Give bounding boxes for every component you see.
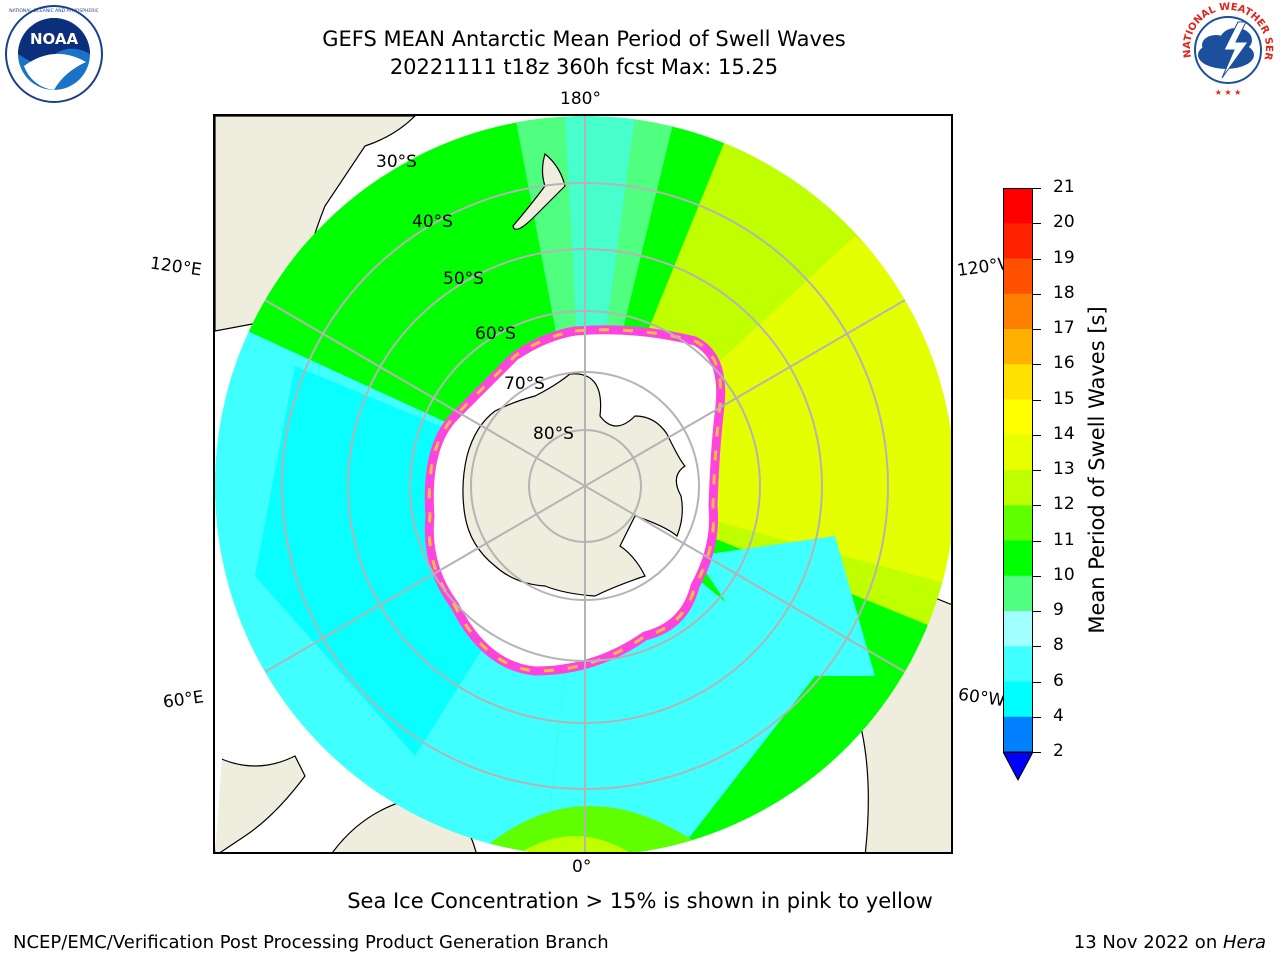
colorbar-bin <box>1003 540 1033 577</box>
colorbar-bin <box>1003 399 1033 436</box>
colorbar-tick-label: 6 <box>1053 670 1064 691</box>
colorbar-bin <box>1003 646 1033 682</box>
colorbar-tick-label: 4 <box>1053 705 1064 726</box>
lat-label-50s: 50°S <box>443 269 484 289</box>
colorbar-tick-label: 10 <box>1053 564 1075 585</box>
colorbar-tick-label: 14 <box>1053 423 1075 444</box>
colorbar-tick-mark <box>1033 575 1041 577</box>
colorbar-tick-label: 2 <box>1053 741 1064 761</box>
colorbar-tick-label: 16 <box>1053 353 1075 374</box>
colorbar-bin <box>1003 258 1033 295</box>
colorbar-tick-label: 9 <box>1053 600 1064 620</box>
colorbar-tick-mark <box>1033 364 1041 366</box>
colorbar-tick-label: 17 <box>1053 318 1075 338</box>
colorbar-bin <box>1003 611 1033 647</box>
colorbar-tick-label: 20 <box>1053 212 1075 233</box>
colorbar-tick-mark <box>1033 329 1041 330</box>
sea-ice-note: Sea Ice Concentration > 15% is shown in … <box>347 889 933 913</box>
colorbar-bin <box>1003 470 1033 506</box>
footer-date: 13 Nov 2022 on Hera <box>1074 932 1266 953</box>
colorbar-bin <box>1003 575 1033 612</box>
colorbar <box>1003 188 1033 782</box>
colorbar-tick-label: 13 <box>1053 459 1075 479</box>
map-canvas <box>215 116 951 852</box>
footer-machine: Hera <box>1222 932 1266 953</box>
colorbar-tick-mark <box>1033 258 1041 260</box>
footer-branch: NCEP/EMC/Verification Post Processing Pr… <box>13 932 609 953</box>
lon-label-120e: 120°E <box>148 253 203 281</box>
colorbar-tick-mark <box>1033 293 1041 295</box>
colorbar-bin <box>1003 434 1033 471</box>
noaa-logo: NOAA NATIONAL OCEANIC AND ATMOSPHERIC <box>5 5 103 103</box>
lat-label-70s: 70°S <box>504 374 545 394</box>
colorbar-bin <box>1003 364 1033 400</box>
colorbar-tick-mark <box>1033 716 1041 718</box>
colorbar-tick-mark <box>1033 505 1041 507</box>
colorbar-tick-mark <box>1033 470 1041 471</box>
colorbar-bin <box>1003 223 1033 259</box>
colorbar-tick-label: 15 <box>1053 388 1075 409</box>
colorbar-tick-mark <box>1033 611 1041 612</box>
polar-map <box>213 114 953 854</box>
colorbar-bin <box>1003 329 1033 365</box>
colorbar-bin <box>1003 505 1033 541</box>
colorbar-tick-mark <box>1033 646 1041 648</box>
map-title: GEFS MEAN Antarctic Mean Period of Swell… <box>322 27 846 51</box>
colorbar-tick-label: 12 <box>1053 494 1075 515</box>
colorbar-tick-mark <box>1033 434 1041 436</box>
lat-label-40s: 40°S <box>412 212 453 232</box>
footer-date-text: 13 Nov 2022 on <box>1073 932 1223 953</box>
lat-label-30s: 30°S <box>376 152 417 172</box>
colorbar-bin <box>1003 293 1033 330</box>
colorbar-tick-label: 8 <box>1053 635 1064 656</box>
colorbar-tick-mark <box>1033 752 1041 753</box>
colorbar-tick-mark <box>1033 399 1041 401</box>
colorbar-bin <box>1003 716 1033 753</box>
colorbar-tick-label: 11 <box>1053 529 1075 550</box>
antarctica <box>462 373 686 597</box>
colorbar-outline <box>1003 188 1033 753</box>
svg-text:NATIONAL OCEANIC AND ATMOSPHER: NATIONAL OCEANIC AND ATMOSPHERIC <box>9 8 99 14</box>
colorbar-tick-mark <box>1033 540 1041 542</box>
svg-text:★ ★ ★: ★ ★ ★ <box>1215 88 1242 97</box>
lat-label-60s: 60°S <box>475 324 516 344</box>
graticule <box>215 116 951 852</box>
svg-text:NOAA: NOAA <box>30 30 79 48</box>
map-subtitle: 20221111 t18z 360h fcst Max: 15.25 <box>389 55 779 79</box>
colorbar-tick-mark <box>1033 223 1041 225</box>
colorbar-tick-mark <box>1033 681 1041 683</box>
colorbar-bin <box>1003 681 1033 718</box>
lon-label-180: 180° <box>560 89 601 109</box>
colorbar-extend-min <box>1003 751 1033 782</box>
colorbar-tick-mark <box>1033 188 1041 189</box>
colorbar-label: Mean Period of Swell Waves [s] <box>1085 306 1109 634</box>
colorbar-tick-label: 19 <box>1053 247 1075 268</box>
lon-label-0: 0° <box>572 857 592 877</box>
lon-label-60w: 60°W <box>956 684 1007 712</box>
colorbar-tick-label: 21 <box>1053 177 1075 197</box>
colorbar-bin <box>1003 188 1033 224</box>
colorbar-tick-label: 18 <box>1053 282 1075 303</box>
nws-logo: NATIONAL WEATHER SERVICE ★ ★ ★ <box>1178 0 1276 98</box>
lon-label-60e: 60°E <box>161 687 206 713</box>
lat-label-80s: 80°S <box>533 424 574 444</box>
